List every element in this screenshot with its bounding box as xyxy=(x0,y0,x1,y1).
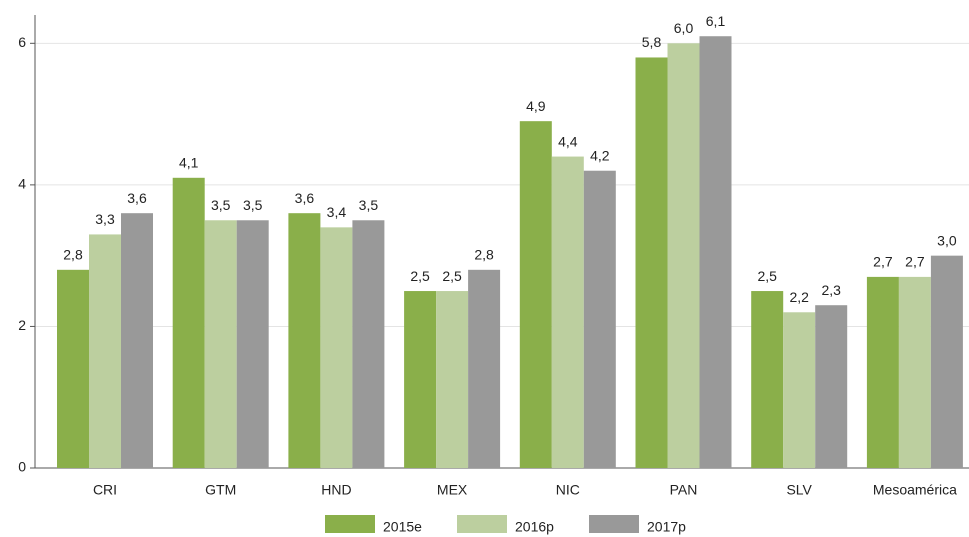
bar xyxy=(930,255,963,468)
legend-label: 2015e xyxy=(383,519,422,535)
legend-swatch xyxy=(457,515,507,533)
value-label: 2,7 xyxy=(873,254,893,270)
value-label: 3,6 xyxy=(127,190,147,206)
bar xyxy=(204,220,237,468)
x-tick-label: GTM xyxy=(205,482,236,498)
value-label: 6,1 xyxy=(706,13,726,29)
x-tick-label: Mesoamérica xyxy=(873,482,957,498)
bar xyxy=(404,291,437,468)
bar xyxy=(352,220,385,468)
value-label: 2,7 xyxy=(905,254,925,270)
legend-label: 2017p xyxy=(647,519,686,535)
value-label: 2,5 xyxy=(410,268,430,284)
y-tick-label: 0 xyxy=(18,459,26,475)
bar xyxy=(866,276,899,468)
bar xyxy=(468,269,501,468)
value-label: 4,2 xyxy=(590,147,610,163)
bar xyxy=(436,291,469,468)
x-tick-label: NIC xyxy=(556,482,580,498)
bar xyxy=(320,227,353,468)
bar xyxy=(551,156,584,468)
value-label: 4,9 xyxy=(526,98,546,114)
x-tick-label: CRI xyxy=(93,482,117,498)
bar xyxy=(783,312,816,468)
y-tick-label: 4 xyxy=(18,176,26,192)
value-label: 5,8 xyxy=(642,34,662,50)
bar xyxy=(121,213,153,468)
x-tick-label: HND xyxy=(321,482,351,498)
value-label: 4,1 xyxy=(179,155,199,171)
bar xyxy=(519,121,552,468)
bar xyxy=(635,57,668,468)
bar xyxy=(667,43,700,468)
bar xyxy=(898,276,931,468)
value-label: 3,5 xyxy=(359,197,379,213)
value-label: 3,6 xyxy=(295,190,315,206)
bar xyxy=(288,213,321,468)
value-label: 2,5 xyxy=(442,268,462,284)
legend-label: 2016p xyxy=(515,519,554,535)
bar xyxy=(815,305,848,468)
value-label: 2,8 xyxy=(474,247,494,263)
value-label: 3,5 xyxy=(243,197,263,213)
bar xyxy=(57,269,89,468)
value-label: 2,2 xyxy=(789,289,809,305)
bar xyxy=(89,234,121,468)
x-tick-label: SLV xyxy=(786,482,812,498)
value-label: 6,0 xyxy=(674,20,694,36)
y-tick-label: 6 xyxy=(18,34,26,50)
value-label: 3,0 xyxy=(937,232,957,248)
bar xyxy=(751,291,784,468)
value-label: 3,3 xyxy=(95,211,115,227)
value-label: 2,5 xyxy=(757,268,777,284)
legend-swatch xyxy=(589,515,639,533)
value-label: 3,5 xyxy=(211,197,231,213)
x-tick-label: MEX xyxy=(437,482,468,498)
x-tick-label: PAN xyxy=(670,482,698,498)
value-label: 4,4 xyxy=(558,133,578,149)
value-label: 2,8 xyxy=(63,247,83,263)
bar xyxy=(699,36,732,468)
value-label: 3,4 xyxy=(327,204,347,220)
value-label: 2,3 xyxy=(821,282,841,298)
bar xyxy=(172,177,205,468)
legend-swatch xyxy=(325,515,375,533)
y-tick-label: 2 xyxy=(18,317,26,333)
bar xyxy=(583,170,616,468)
bar xyxy=(236,220,269,468)
